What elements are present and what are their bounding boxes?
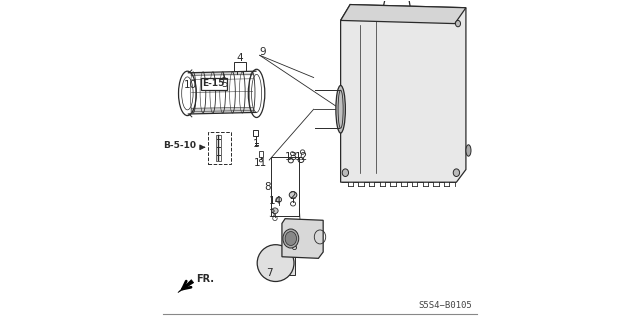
- Text: FR.: FR.: [196, 274, 214, 284]
- Bar: [216, 135, 221, 161]
- Text: 8: 8: [264, 182, 271, 192]
- Text: S5S4−B0105: S5S4−B0105: [419, 301, 472, 310]
- Polygon shape: [340, 4, 466, 182]
- Ellipse shape: [272, 208, 278, 214]
- Text: 1: 1: [253, 139, 259, 149]
- Text: 3: 3: [268, 209, 275, 219]
- Ellipse shape: [466, 145, 471, 156]
- Text: 12: 12: [294, 152, 308, 162]
- Text: 2: 2: [290, 191, 296, 202]
- Ellipse shape: [453, 169, 460, 177]
- Polygon shape: [190, 107, 254, 114]
- Text: 14: 14: [269, 196, 282, 206]
- Ellipse shape: [289, 192, 297, 198]
- Bar: [253, 130, 258, 136]
- Text: E-15: E-15: [202, 79, 225, 88]
- Bar: [282, 252, 294, 275]
- Text: 4: 4: [237, 53, 243, 63]
- Text: 10: 10: [184, 80, 197, 91]
- Ellipse shape: [276, 197, 282, 202]
- Text: 5: 5: [221, 79, 228, 89]
- Polygon shape: [340, 4, 466, 24]
- Text: B-5-10: B-5-10: [163, 141, 196, 150]
- Text: 7: 7: [267, 268, 273, 278]
- Ellipse shape: [257, 245, 294, 282]
- Text: 6: 6: [291, 242, 298, 252]
- Polygon shape: [282, 219, 323, 258]
- Polygon shape: [178, 280, 194, 292]
- Ellipse shape: [342, 169, 349, 177]
- Bar: [259, 151, 263, 157]
- Bar: [234, 62, 246, 71]
- Text: 11: 11: [253, 158, 267, 168]
- Text: 9: 9: [260, 47, 266, 57]
- Text: 13: 13: [285, 152, 298, 162]
- Ellipse shape: [285, 232, 296, 245]
- Ellipse shape: [456, 20, 461, 27]
- Polygon shape: [190, 73, 254, 76]
- Ellipse shape: [283, 229, 299, 248]
- Ellipse shape: [336, 85, 346, 133]
- Bar: [209, 132, 231, 164]
